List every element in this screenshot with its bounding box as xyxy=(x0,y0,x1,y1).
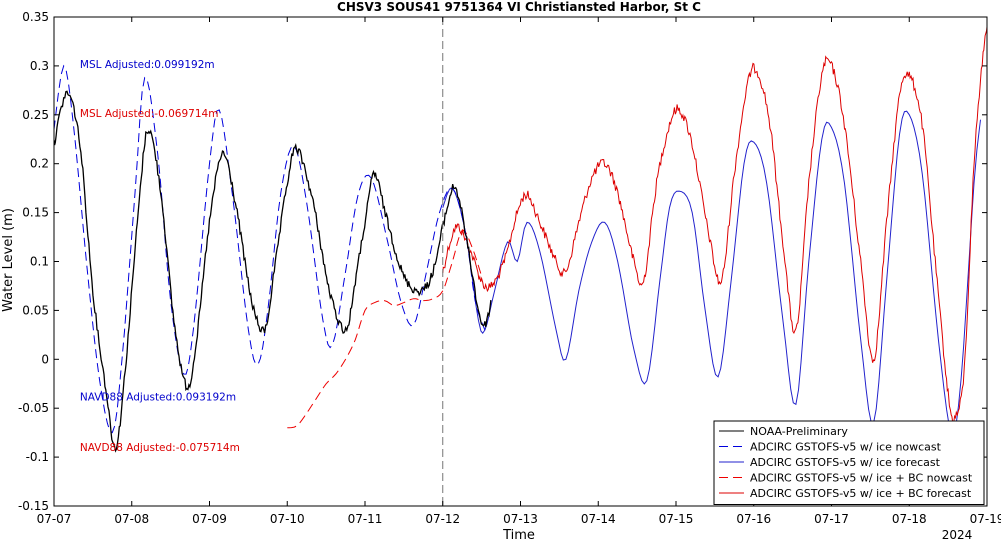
legend-label-0: NOAA-Preliminary xyxy=(750,425,848,438)
x-tick-label: 07-15 xyxy=(659,512,694,526)
x-tick-label: 07-11 xyxy=(348,512,383,526)
annotation-layer: MSL Adjusted:0.099192m MSL Adjusted:-0.06… xyxy=(80,59,240,454)
series-group xyxy=(54,17,987,506)
series-line-4 xyxy=(442,26,987,425)
legend: NOAA-Preliminary ADCIRC GSTOFS-v5 w/ ice … xyxy=(713,420,985,505)
y-tick-label: -0.05 xyxy=(18,401,49,415)
annotation-3: NAVD88 Adjusted:-0.075714m xyxy=(80,442,240,454)
legend-label-3: ADCIRC GSTOFS-v5 w/ ice + BC nowcast xyxy=(750,472,973,485)
x-tick-label: 07-16 xyxy=(736,512,771,526)
chart-title: CHSV3 SOUS41 9751364 VI Christiansted Ha… xyxy=(337,0,701,14)
y-tick-label: 0.25 xyxy=(22,108,49,122)
x-tick-label: 07-18 xyxy=(892,512,927,526)
y-tick-label: 0.05 xyxy=(22,303,49,317)
x-tick-label: 07-08 xyxy=(114,512,149,526)
x-tick-label: 07-14 xyxy=(581,512,616,526)
annotation-1: MSL Adjusted:-0.069714m xyxy=(80,108,219,120)
y-tick-label: 0.35 xyxy=(22,10,49,24)
legend-label-2: ADCIRC GSTOFS-v5 w/ ice forecast xyxy=(750,456,941,469)
x-tick-label: 07-07 xyxy=(37,512,72,526)
legend-box xyxy=(713,420,985,505)
x-axis-label: Time xyxy=(502,528,535,541)
series-line-3 xyxy=(287,229,483,429)
y-axis-label: Water Level (m) xyxy=(1,208,16,312)
y-tick-label: 0.1 xyxy=(30,255,49,269)
y-tick-label: 0.3 xyxy=(30,59,49,73)
y-tick-label: 0 xyxy=(41,352,49,366)
series-line-2 xyxy=(442,110,981,434)
x-tick-label: 07-12 xyxy=(425,512,460,526)
y-tick-label: -0.15 xyxy=(18,499,49,513)
x-tick-label: 07-10 xyxy=(270,512,305,526)
series-line-0 xyxy=(54,90,492,453)
annotation-2: NAVD88 Adjusted:0.093192m xyxy=(80,391,236,403)
series-line-1 xyxy=(54,64,486,434)
annotation-0: MSL Adjusted:0.099192m xyxy=(80,59,215,71)
year-label: 2024 xyxy=(942,528,973,541)
x-tick-label: 07-09 xyxy=(192,512,227,526)
y-tick-label: 0.2 xyxy=(30,157,49,171)
series-layer xyxy=(54,17,987,506)
legend-label-4: ADCIRC GSTOFS-v5 w/ ice + BC forecast xyxy=(750,487,972,500)
x-tick-label: 07-19 xyxy=(970,512,1001,526)
axes-layer: 07-07 07-08 07-09 07-10 07-11 07-12 07-13 07-14… xyxy=(18,10,1001,526)
x-tick-label: 07-13 xyxy=(503,512,538,526)
y-tick-label: 0.15 xyxy=(22,206,49,220)
legend-label-1: ADCIRC GSTOFS-v5 w/ ice nowcast xyxy=(750,441,942,454)
x-tick-label: 07-17 xyxy=(814,512,849,526)
y-tick-label: -0.1 xyxy=(26,450,49,464)
